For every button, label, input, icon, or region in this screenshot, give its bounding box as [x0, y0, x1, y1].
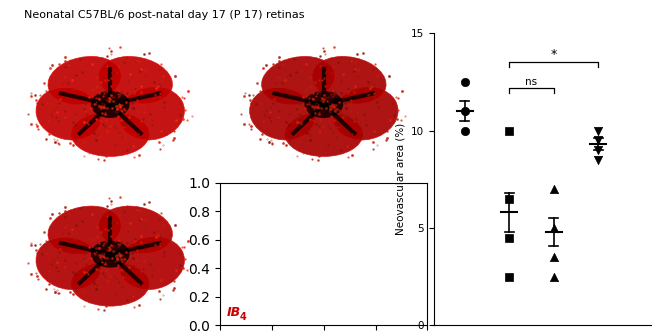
Ellipse shape	[332, 237, 398, 290]
Point	[593, 128, 603, 133]
Ellipse shape	[36, 237, 101, 290]
Point	[548, 274, 559, 279]
Point	[548, 186, 559, 192]
Point	[504, 128, 515, 133]
Text: ns: ns	[526, 77, 538, 87]
Ellipse shape	[48, 56, 121, 104]
Point	[504, 196, 515, 202]
Circle shape	[91, 92, 129, 117]
Point	[593, 138, 603, 143]
Y-axis label: Neovascular area (%): Neovascular area (%)	[395, 123, 405, 235]
Ellipse shape	[313, 56, 386, 104]
Text: KAI WT peptide: KAI WT peptide	[13, 187, 92, 197]
Point	[504, 235, 515, 240]
Point	[459, 128, 470, 133]
Text: Vehicle: Vehicle	[13, 38, 50, 47]
Point	[459, 79, 470, 85]
Ellipse shape	[99, 206, 172, 254]
Ellipse shape	[262, 206, 335, 254]
Circle shape	[305, 92, 342, 117]
Ellipse shape	[36, 87, 101, 140]
Point	[504, 274, 515, 279]
Text: 4: 4	[240, 312, 246, 322]
Ellipse shape	[48, 206, 121, 254]
Circle shape	[91, 241, 129, 267]
Ellipse shape	[119, 87, 184, 140]
Point	[593, 157, 603, 162]
Text: rhKai1: rhKai1	[226, 38, 260, 47]
Point	[459, 109, 470, 114]
Ellipse shape	[71, 262, 149, 306]
Ellipse shape	[119, 237, 184, 290]
Text: KAI M peptide: KAI M peptide	[226, 187, 298, 197]
Point	[593, 147, 603, 153]
Ellipse shape	[313, 206, 386, 254]
Ellipse shape	[332, 87, 398, 140]
Circle shape	[305, 241, 342, 267]
Ellipse shape	[249, 87, 315, 140]
Point	[548, 255, 559, 260]
Ellipse shape	[285, 112, 363, 156]
Ellipse shape	[99, 56, 172, 104]
Text: *: *	[551, 48, 557, 61]
Ellipse shape	[71, 112, 149, 156]
Text: IB: IB	[227, 306, 241, 319]
Ellipse shape	[285, 262, 363, 306]
Text: Neonatal C57BL/6 post-natal day 17 (P 17) retinas: Neonatal C57BL/6 post-natal day 17 (P 17…	[24, 10, 305, 20]
Point	[548, 225, 559, 231]
Ellipse shape	[262, 56, 335, 104]
Ellipse shape	[249, 237, 315, 290]
